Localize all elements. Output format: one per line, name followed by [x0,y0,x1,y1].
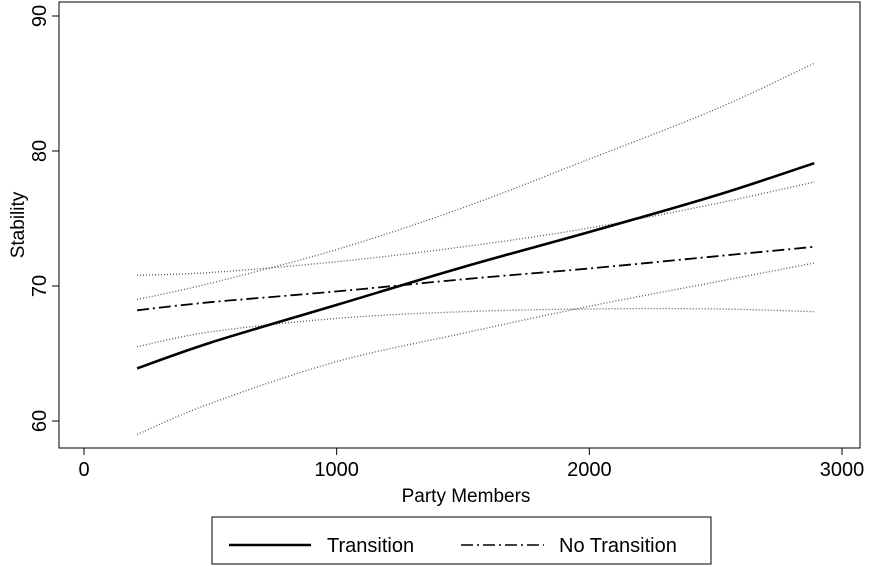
ci-upper-transition [136,62,815,301]
series-line-no-transition [136,245,815,312]
x-tick-label: 3000 [820,459,865,481]
legend-label-transition: Transition [327,535,414,557]
ci-lower-transition [136,262,815,436]
y-tick-label: 60 [29,410,51,432]
x-tick-label: 2000 [567,459,612,481]
y-tick-label: 80 [29,140,51,162]
ci-lower-no-transition [136,307,815,348]
y-axis-title: Stability [8,191,29,258]
y-axis: 60 70 80 90 [29,5,59,432]
series-lines [136,161,815,370]
series-line-transition [136,161,815,370]
legend-box [211,516,712,565]
y-tick-label: 70 [29,275,51,297]
confidence-interval-lines [136,62,815,436]
x-tick-label: 0 [78,459,89,481]
x-axis: 0 1000 2000 3000 [78,448,864,481]
legend-label-no-transition: No Transition [559,535,677,557]
plot-frame [58,1,861,449]
x-axis-title: Party Members [402,486,531,507]
x-tick-label: 1000 [314,459,359,481]
ci-upper-no-transition [137,181,815,276]
legend: Transition No Transition [211,516,712,565]
y-tick-label: 90 [29,5,51,27]
